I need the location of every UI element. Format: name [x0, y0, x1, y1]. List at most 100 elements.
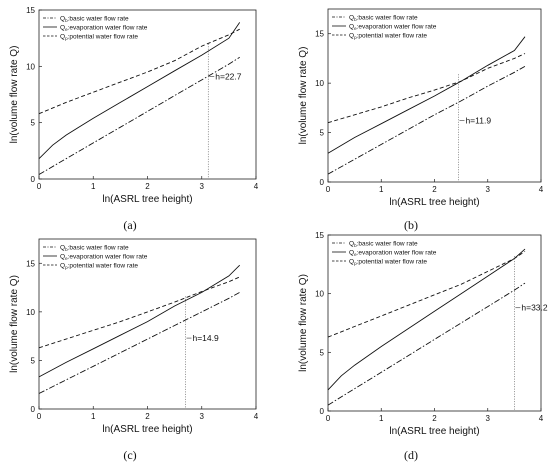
- legend-symbol: Q: [60, 244, 65, 251]
- legend-description: :evaporation water flow rate: [68, 24, 148, 31]
- legend-symbol: Q: [60, 15, 65, 22]
- legend-entry: Qe:evaporation water flow rate: [60, 24, 148, 32]
- annotation-label: h=14.9: [192, 333, 219, 343]
- y-tick-label: 5: [31, 356, 36, 365]
- legend-entry: Qp:potential water flow rate: [60, 33, 138, 41]
- x-tick-label: 0: [37, 412, 42, 421]
- x-tick-label: 4: [254, 412, 259, 421]
- legend-subscript: p: [65, 265, 68, 270]
- x-tick-label: 1: [379, 185, 384, 194]
- legend-subscript: p: [354, 35, 357, 40]
- legend-description: :evaporation water flow rate: [68, 253, 148, 260]
- legend-subscript: p: [65, 36, 68, 41]
- legend-symbol: Q: [60, 33, 65, 40]
- legend-symbol: Q: [60, 262, 65, 269]
- legend-entry: Qe:evaporation water flow rate: [349, 249, 437, 256]
- series-line-qe: [327, 36, 526, 154]
- panel-label: (c): [123, 448, 136, 462]
- legend-symbol: Q: [349, 240, 354, 247]
- legend-entry: Qb:basic water flow rate: [349, 14, 418, 22]
- y-tick-label: 0: [31, 405, 36, 414]
- legend-description: :evaporation water flow rate: [357, 23, 437, 30]
- y-tick-label: 0: [320, 178, 325, 187]
- x-tick-label: 4: [539, 414, 544, 423]
- annotation-label: h=33.2: [521, 303, 548, 313]
- legend-symbol: Q: [349, 249, 354, 256]
- x-tick-label: 1: [91, 412, 96, 421]
- x-axis-title: ln(ASRL tree height): [102, 194, 192, 205]
- legend-subscript: e: [354, 252, 357, 257]
- y-axis-title: ln(volume flow rate Q): [298, 274, 309, 372]
- series-line-qe: [327, 248, 526, 391]
- series-line-qb: [38, 56, 240, 175]
- panel-label: (d): [404, 448, 418, 462]
- chart-panel-c: 0 1 2 3 4 0 5 10 15 ln(ASRL tree height) ln(volume…: [9, 238, 259, 462]
- x-tick-label: 0: [326, 414, 331, 423]
- legend-subscript: e: [354, 26, 357, 31]
- legend-symbol: Q: [349, 23, 354, 30]
- x-tick-label: 3: [200, 412, 205, 421]
- series-line-qe: [38, 22, 241, 160]
- x-tick-label: 2: [432, 414, 437, 423]
- legend-description: :potential water flow rate: [357, 32, 428, 39]
- series-line-qb: [327, 65, 526, 175]
- y-tick-label: 15: [315, 30, 324, 39]
- legend-subscript: b: [65, 247, 68, 252]
- legend-subscript: e: [65, 27, 68, 32]
- legend-entry: Qb:basic water flow rate: [60, 244, 129, 252]
- legend-description: :basic water flow rate: [357, 14, 418, 21]
- x-tick-label: 1: [91, 182, 96, 191]
- x-tick-label: 0: [37, 182, 42, 191]
- legend-entry: Qe:evaporation water flow rate: [349, 23, 437, 31]
- x-tick-label: 0: [326, 185, 331, 194]
- legend-entry: Qe:evaporation water flow rate: [60, 253, 148, 261]
- x-tick-label: 4: [254, 182, 259, 191]
- legend-description: :potential water flow rate: [357, 258, 428, 265]
- y-axis-title: ln(volume flow rate Q): [298, 47, 309, 145]
- legend-entry: Qp:potential water flow rate: [349, 258, 427, 266]
- annotation-label: h=22.7: [215, 71, 242, 81]
- y-axis-title: ln(volume flow rate Q): [9, 46, 20, 144]
- legend-description: :basic water flow rate: [68, 244, 129, 251]
- x-tick-label: 2: [432, 185, 437, 194]
- legend-subscript: p: [354, 261, 357, 266]
- y-tick-label: 5: [31, 119, 36, 128]
- chart-panel-b: 0 1 2 3 4 0 5 10 15 ln(ASRL tree height) ln(volume…: [298, 8, 544, 232]
- series-line-qb: [327, 282, 526, 406]
- legend-entry: Qb:basic water flow rate: [60, 15, 129, 23]
- legend-entry: Qb:basic water flow rate: [349, 240, 418, 248]
- x-axis-title: ln(ASRL tree height): [389, 426, 479, 437]
- legend-description: :potential water flow rate: [68, 262, 139, 269]
- x-tick-label: 2: [145, 412, 150, 421]
- x-axis-title: ln(ASRL tree height): [102, 424, 192, 435]
- series-line-qb: [38, 292, 240, 394]
- x-axis-title: ln(ASRL tree height): [389, 197, 479, 208]
- y-tick-label: 10: [315, 290, 324, 299]
- annotation-label: h=11.9: [465, 116, 491, 126]
- legend-entry: Qp:potential water flow rate: [60, 262, 138, 270]
- y-tick-label: 5: [320, 129, 325, 138]
- chart-panel-a: 0 1 2 3 4 0 5 10 15 ln(ASRL tree height) ln(volume…: [9, 6, 259, 232]
- legend-symbol: Q: [349, 14, 354, 21]
- legend-description: :evaporation water flow rate: [357, 249, 437, 256]
- x-tick-label: 3: [486, 185, 491, 194]
- legend-subscript: b: [354, 243, 357, 248]
- legend-description: :basic water flow rate: [357, 240, 418, 247]
- y-tick-label: 0: [31, 175, 36, 184]
- legend-symbol: Q: [60, 253, 65, 260]
- legend-description: :potential water flow rate: [68, 33, 139, 40]
- y-tick-label: 10: [315, 79, 324, 88]
- panel-label: (b): [404, 218, 418, 232]
- series-line-qe: [38, 264, 241, 378]
- x-tick-label: 2: [145, 182, 150, 191]
- y-axis-title: ln(volume flow rate Q): [9, 275, 20, 373]
- y-tick-label: 0: [320, 407, 325, 416]
- x-tick-label: 4: [539, 185, 544, 194]
- chart-panel-d: 0 1 2 3 4 0 5 10 15 ln(ASRL tree height) ln(volume…: [298, 231, 548, 462]
- y-tick-label: 10: [26, 308, 35, 317]
- y-tick-label: 10: [26, 62, 35, 71]
